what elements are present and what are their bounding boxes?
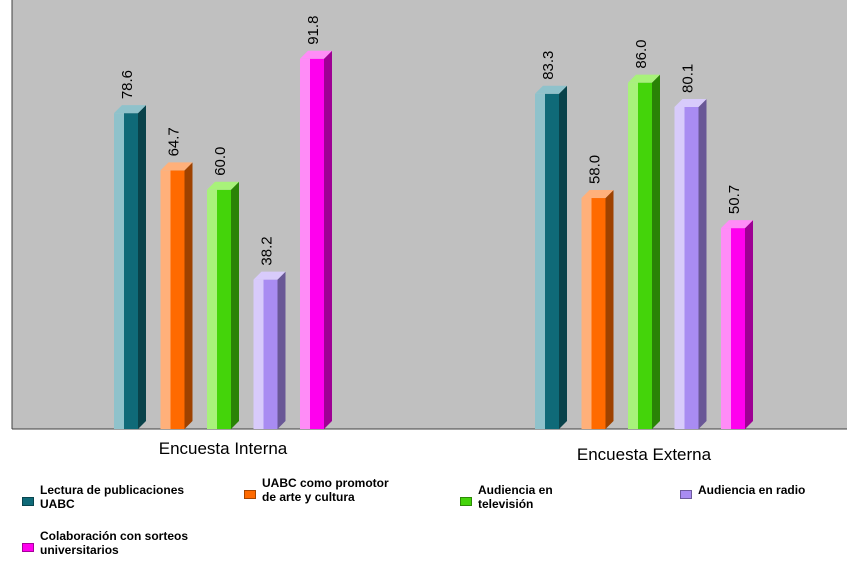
bar-externa-3 [628, 74, 660, 430]
value-label-interna-4: 38.2 [259, 236, 276, 265]
legend-swatch-promotor [244, 490, 256, 499]
legend-label-sorteos: Colaboración con sorteos universitarios [40, 529, 189, 557]
category-label-externa: Encuesta Externa [577, 445, 712, 464]
value-label-externa-5: 50.7 [726, 185, 743, 214]
bar-externa-2 [581, 190, 614, 429]
legend: Lectura de publicaciones UABC UABC como … [0, 470, 847, 571]
value-label-externa-1: 83.3 [540, 51, 557, 80]
legend-swatch-radio [680, 490, 692, 499]
legend-item-sorteos: Colaboración con sorteos universitarios [22, 529, 192, 557]
bar-interna-4 [253, 271, 286, 429]
legend-item-television: Audiencia en televisión [460, 483, 610, 511]
bar-chart: 78.6 64.7 60.0 38.2 91.8 83.3 58.0 86.0 80.1 50.7… [11, 0, 847, 464]
value-label-interna-3: 60.0 [212, 147, 229, 176]
bar-externa-4 [674, 98, 707, 429]
value-label-externa-3: 86.0 [633, 39, 650, 68]
legend-item-radio: Audiencia en radio [680, 483, 845, 499]
bar-interna-2 [160, 162, 193, 429]
legend-item-lectura: Lectura de publicaciones UABC [22, 483, 212, 511]
value-label-interna-5: 91.8 [305, 16, 322, 45]
legend-label-television: Audiencia en televisión [478, 483, 553, 511]
bar-interna-1 [114, 105, 146, 429]
legend-label-lectura: Lectura de publicaciones UABC [40, 483, 185, 511]
value-label-interna-1: 78.6 [119, 70, 136, 99]
value-label-externa-4: 80.1 [680, 64, 697, 93]
legend-swatch-television [460, 497, 472, 506]
bar-externa-5 [721, 220, 753, 429]
value-label-interna-2: 64.7 [166, 127, 183, 156]
bar-interna-3 [207, 181, 239, 429]
legend-swatch-lectura [22, 497, 34, 506]
legend-label-promotor: UABC como promotor de arte y cultura [262, 476, 389, 504]
legend-label-radio: Audiencia en radio [698, 483, 806, 497]
bar-interna-5 [300, 50, 332, 430]
legend-item-promotor: UABC como promotor de arte y cultura [244, 476, 394, 504]
legend-swatch-sorteos [22, 543, 34, 552]
bar-externa-1 [535, 85, 567, 429]
value-label-externa-2: 58.0 [587, 155, 604, 184]
category-label-interna: Encuesta Interna [159, 439, 288, 458]
plot-background [12, 0, 847, 429]
